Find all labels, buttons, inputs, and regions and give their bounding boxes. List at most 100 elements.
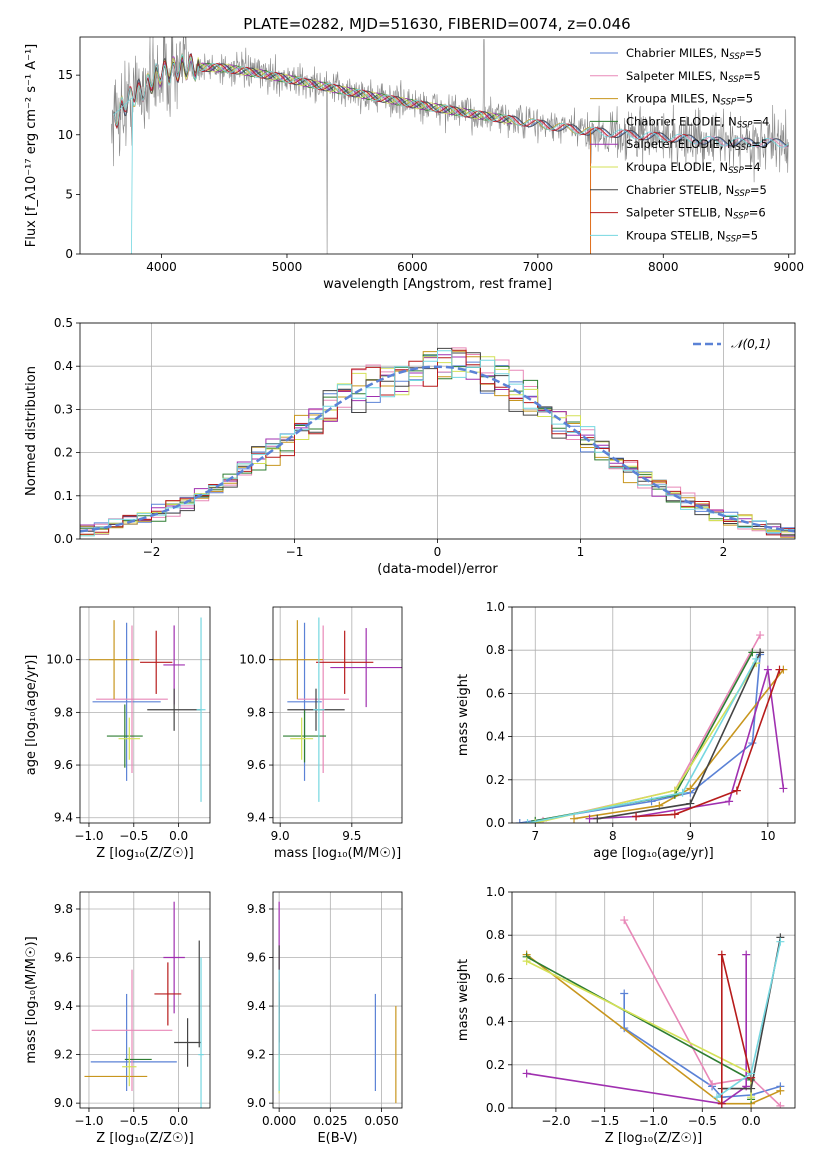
y-tick-label: 0.6 bbox=[486, 686, 505, 700]
y-axis-label: mass [log₁₀(M/M☉)] bbox=[24, 936, 39, 1063]
series-marker-SM bbox=[620, 916, 629, 925]
x-tick-label: 6000 bbox=[397, 260, 428, 274]
legend-entry: Chabrier MILES, NSSP=5 bbox=[626, 46, 762, 62]
y-tick-label: 9.6 bbox=[54, 951, 73, 965]
series-marker-CS bbox=[747, 1084, 756, 1093]
x-axis-label: E(B-V) bbox=[317, 1131, 357, 1146]
x-tick-label: 9000 bbox=[773, 260, 804, 274]
y-tick-label: 9.6 bbox=[247, 758, 266, 772]
normal-curve bbox=[80, 365, 795, 533]
legend-entry: Salpeter ELODIE, NSSP=5 bbox=[626, 137, 768, 153]
y-tick-label: 9.8 bbox=[54, 902, 73, 916]
series-line-KM bbox=[526, 953, 781, 1105]
axes-frame bbox=[79, 606, 211, 824]
x-tick-label: 0.025 bbox=[313, 1114, 347, 1128]
x-tick-label: 0.000 bbox=[262, 1114, 296, 1128]
series-line-SM bbox=[623, 919, 781, 1107]
y-tick-label: 9.4 bbox=[247, 811, 266, 825]
panel-mw_vs_Z: −2.0 −1.5 −1.0 −0.5 0.0 0.0 0.2 0.4 0.6 0.8 1.0 Z [… bbox=[456, 885, 796, 1146]
plot-area bbox=[111, 37, 789, 254]
series-marker-SS bbox=[732, 786, 741, 795]
x-tick-label: 0 bbox=[434, 545, 442, 559]
series-marker-SS bbox=[717, 950, 726, 959]
series-marker-KS bbox=[776, 937, 785, 946]
series-line-CM bbox=[519, 654, 761, 823]
x-tick-label: 7000 bbox=[523, 260, 554, 274]
series-line-KE bbox=[535, 662, 757, 823]
x-tick-label: 0.050 bbox=[364, 1114, 398, 1128]
y-tick-label: 0 bbox=[65, 247, 73, 261]
series-line-CM bbox=[623, 993, 781, 1099]
series-marker-SS bbox=[775, 665, 784, 674]
y-tick-label: 0.2 bbox=[486, 773, 505, 787]
axes-frame bbox=[79, 891, 211, 1109]
legend-entry: Salpeter MILES, NSSP=5 bbox=[626, 69, 761, 85]
series-marker-CM bbox=[620, 989, 629, 998]
x-tick-label: −1.0 bbox=[74, 829, 103, 843]
legend-value: =5 bbox=[736, 92, 753, 106]
axes-frame bbox=[79, 36, 796, 255]
series-marker-CS bbox=[593, 814, 602, 823]
series-marker-KS bbox=[712, 1093, 721, 1102]
y-tick-label: 0.2 bbox=[486, 1058, 505, 1072]
x-axis-label: Z [log₁₀(Z/Z☉)] bbox=[96, 846, 193, 861]
series-marker-KE bbox=[531, 819, 540, 823]
y-tick-label: 10 bbox=[58, 128, 73, 142]
x-tick-label: 7 bbox=[531, 829, 539, 843]
legend-value: =5 bbox=[744, 69, 761, 83]
x-tick-label: 5000 bbox=[272, 260, 303, 274]
series-marker-KE bbox=[747, 1093, 756, 1102]
legend-subscript: SSP bbox=[728, 75, 744, 85]
y-tick-label: 0.1 bbox=[54, 489, 73, 503]
x-tick-label: 4000 bbox=[146, 260, 177, 274]
x-axis-label: mass [log₁₀(M/M☉)] bbox=[274, 846, 401, 861]
axes-frame bbox=[79, 322, 796, 540]
x-tick-label: 8000 bbox=[648, 260, 679, 274]
axes-frame bbox=[511, 606, 796, 824]
series-marker-SE bbox=[725, 797, 734, 806]
plot-area bbox=[278, 901, 397, 1104]
y-tick-label: 9.4 bbox=[54, 999, 73, 1013]
y-tick-label: 9.0 bbox=[54, 1096, 73, 1110]
y-axis-label: mass weight bbox=[456, 674, 471, 756]
legend-entry: Kroupa ELODIE, NSSP=4 bbox=[626, 160, 761, 176]
series-marker-CM bbox=[515, 819, 524, 823]
y-tick-label: 0.8 bbox=[486, 928, 505, 942]
x-tick-label: 9.5 bbox=[342, 829, 361, 843]
y-tick-label: 9.6 bbox=[247, 951, 266, 965]
y-tick-label: 0.4 bbox=[54, 359, 73, 373]
series-marker-SS bbox=[670, 810, 679, 819]
plot-area bbox=[84, 901, 204, 1108]
y-tick-label: 0.3 bbox=[54, 402, 73, 416]
series-marker-KS bbox=[747, 1069, 756, 1078]
legend-subscript: SSP bbox=[728, 166, 744, 176]
y-tick-label: 9.8 bbox=[247, 705, 266, 719]
spectrum-model-SS bbox=[113, 53, 689, 143]
x-axis-label: wavelength [Angstrom, rest frame] bbox=[323, 277, 552, 292]
series-line-KE bbox=[526, 960, 752, 1098]
y-axis-label: mass weight bbox=[456, 959, 471, 1041]
series-marker-SE bbox=[779, 784, 788, 793]
x-axis-label: age [log₁₀(age/yr)] bbox=[593, 846, 714, 861]
y-tick-label: 0.2 bbox=[54, 446, 73, 460]
series-marker-SE bbox=[742, 950, 751, 959]
legend-value: =4 bbox=[752, 114, 769, 128]
plot-area bbox=[80, 347, 795, 538]
y-axis-label: Normed distribution bbox=[24, 366, 39, 496]
series-marker-KS bbox=[523, 819, 532, 823]
legend-subscript: SSP bbox=[736, 143, 752, 153]
x-tick-label: 1 bbox=[577, 545, 585, 559]
legend-value: =5 bbox=[750, 183, 767, 197]
x-tick-label: −2.0 bbox=[541, 1114, 570, 1128]
x-tick-label: 9.0 bbox=[271, 829, 290, 843]
spectrum-model-CE bbox=[148, 54, 513, 125]
y-tick-label: 1.0 bbox=[486, 885, 505, 899]
x-tick-label: 2 bbox=[720, 545, 728, 559]
series-line-SS bbox=[636, 669, 781, 818]
y-axis-label: Flux [f_λ10⁻¹⁷ erg cm⁻² s⁻¹ A⁻¹] bbox=[24, 44, 39, 248]
series-line-SM bbox=[542, 634, 761, 822]
panel-mass_vs_Z: −1.0 −0.5 0.0 9.0 9.2 9.4 9.6 9.8 Z [log₁₀(Z/Z☉)… bbox=[24, 891, 211, 1146]
legend-subscript: SSP bbox=[734, 189, 750, 199]
legend-value: =5 bbox=[745, 46, 762, 60]
